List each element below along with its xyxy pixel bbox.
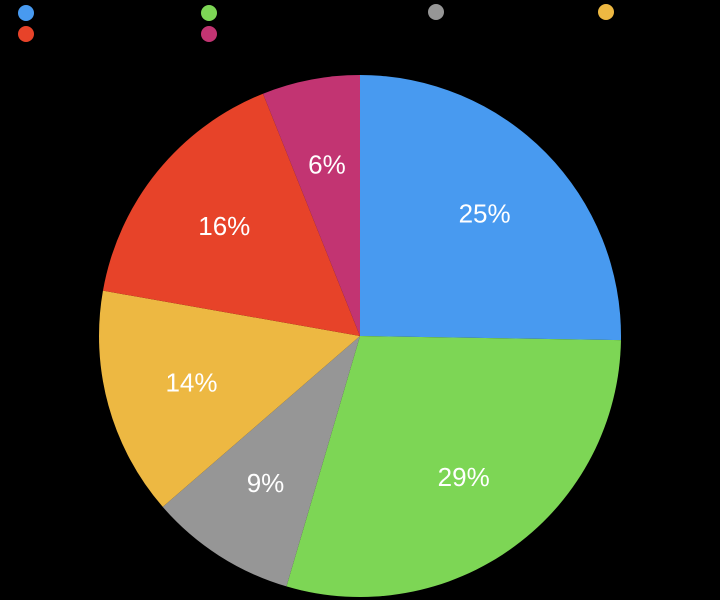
legend-item-yellow[interactable] <box>598 4 620 20</box>
legend-swatch-green-icon <box>201 5 217 21</box>
pie-slice-16%[interactable] <box>102 93 360 336</box>
slice-label: 9% <box>247 468 285 498</box>
pie-slice-6%[interactable] <box>263 75 360 336</box>
slice-label: 14% <box>165 368 217 398</box>
legend-item-magenta[interactable] <box>201 26 223 42</box>
legend-item-red[interactable] <box>18 26 40 42</box>
legend-swatch-yellow-icon <box>598 4 614 20</box>
legend-swatch-gray-icon <box>428 4 444 20</box>
legend-swatch-red-icon <box>18 26 34 42</box>
slice-label: 29% <box>438 462 490 492</box>
pie-slice-25%[interactable] <box>360 75 622 341</box>
slice-label: 25% <box>459 198 511 228</box>
pie-slice-14%[interactable] <box>99 290 361 507</box>
legend-item-gray[interactable] <box>428 4 450 20</box>
pie-slice-29%[interactable] <box>286 336 621 598</box>
legend-item-green[interactable] <box>201 5 223 21</box>
slice-label: 16% <box>198 211 250 241</box>
pie-slice-9%[interactable] <box>162 336 360 587</box>
legend-swatch-blue-icon <box>18 5 34 21</box>
chart-legend <box>0 0 720 48</box>
legend-item-blue[interactable] <box>18 5 40 21</box>
legend-swatch-magenta-icon <box>201 26 217 42</box>
slice-label: 6% <box>308 149 346 179</box>
